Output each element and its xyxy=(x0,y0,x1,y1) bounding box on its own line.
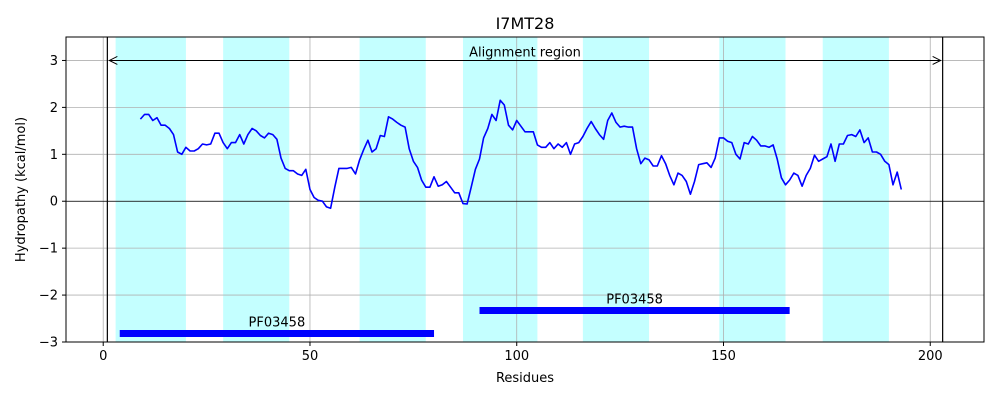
alignment-label: Alignment region xyxy=(469,45,581,60)
chart-title: I7MT28 xyxy=(496,14,555,33)
hydropathy-line xyxy=(139,99,903,210)
x-axis-label: Residues xyxy=(496,371,554,386)
y-tick-label: 0 xyxy=(50,195,58,210)
x-tick-label: 100 xyxy=(504,349,529,364)
x-tick-label: 0 xyxy=(99,349,107,364)
y-axis-label: Hydropathy (kcal/mol) xyxy=(14,117,29,262)
hydrophobic-band xyxy=(115,37,186,342)
hydrophobic-bands xyxy=(115,37,889,342)
alignment-arrowhead-right xyxy=(932,56,942,65)
alignment-arrowhead-left xyxy=(108,56,118,65)
y-tick-label: 1 xyxy=(50,148,58,163)
domain-label: PF03458 xyxy=(249,316,306,331)
hydrophobic-band xyxy=(822,37,889,342)
plot-frame xyxy=(65,36,985,343)
hydrophobic-band xyxy=(719,37,786,342)
domain-label: PF03458 xyxy=(606,293,663,308)
y-tick-label: −1 xyxy=(39,242,58,257)
ticks: 0 50 100 150 200 −3 −2 −1 0 1 2 3 xyxy=(39,54,943,364)
hydrophobic-band xyxy=(223,37,290,342)
x-tick-label: 200 xyxy=(918,349,943,364)
hydrophobic-band xyxy=(359,37,426,342)
y-tick-label: −2 xyxy=(39,289,58,304)
y-tick-label: 3 xyxy=(50,54,58,69)
hydrophobic-band xyxy=(462,37,538,342)
hydrophobic-band xyxy=(582,37,650,342)
data-layer: Alignment region PF03458 PF03458 xyxy=(66,37,984,342)
x-tick-label: 150 xyxy=(711,349,736,364)
x-tick-label: 50 xyxy=(302,349,319,364)
y-tick-label: 2 xyxy=(50,101,58,116)
y-tick-label: −3 xyxy=(39,336,58,351)
